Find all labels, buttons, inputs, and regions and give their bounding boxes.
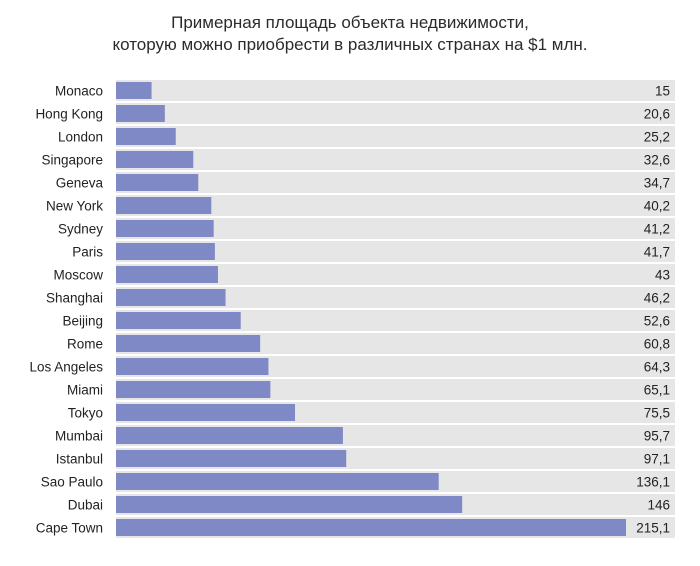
bar (116, 496, 463, 513)
category-label: Hong Kong (35, 107, 103, 122)
value-label: 34,7 (644, 176, 670, 191)
bar (116, 381, 271, 398)
row-band (116, 126, 675, 147)
category-label: Los Angeles (29, 360, 103, 375)
value-label: 136,1 (636, 475, 670, 490)
category-label: Sao Paulo (41, 475, 103, 490)
row-band (116, 264, 675, 285)
category-label: Paris (72, 245, 103, 260)
value-label: 97,1 (644, 452, 670, 467)
value-label: 52,6 (644, 314, 670, 329)
value-label: 64,3 (644, 360, 670, 375)
value-label: 15 (655, 84, 670, 99)
row-band (116, 218, 675, 239)
value-label: 43 (655, 268, 670, 283)
category-label: Singapore (41, 153, 103, 168)
category-label: Monaco (55, 84, 103, 99)
value-label: 146 (647, 498, 670, 513)
category-label: Miami (67, 383, 103, 398)
row-bands (116, 80, 675, 538)
category-label: Moscow (53, 268, 103, 283)
value-label: 41,7 (644, 245, 670, 260)
row-band (116, 80, 675, 101)
row-band (116, 172, 675, 193)
bar (116, 427, 343, 444)
bar (116, 128, 176, 145)
value-label: 46,2 (644, 291, 670, 306)
bar (116, 243, 215, 260)
chart-title-block: Примерная площадь объекта недвижимости, … (0, 12, 700, 56)
bar (116, 473, 439, 490)
bar (116, 312, 241, 329)
row-band (116, 287, 675, 308)
value-label: 75,5 (644, 406, 670, 421)
bar (116, 266, 218, 283)
category-label: New York (46, 199, 103, 214)
bar (116, 450, 347, 467)
bar (116, 220, 214, 237)
bar (116, 335, 261, 352)
category-label: Tokyo (68, 406, 103, 421)
row-band (116, 195, 675, 216)
value-label: 65,1 (644, 383, 670, 398)
bar (116, 197, 212, 214)
category-label: Geneva (56, 176, 104, 191)
value-labels: 15 20,6 25,2 32,6 34,7 40,2 41,2 41,7 43 46,2 52,6… (636, 84, 670, 536)
bars (116, 82, 626, 536)
category-label: Cape Town (36, 521, 103, 536)
category-label: Shanghai (46, 291, 103, 306)
category-label: Sydney (58, 222, 103, 237)
value-label: 40,2 (644, 199, 670, 214)
category-labels: Monaco Hong Kong London Singapore Geneva New … (29, 84, 103, 536)
category-label: Beijing (62, 314, 103, 329)
value-label: 95,7 (644, 429, 670, 444)
value-label: 60,8 (644, 337, 670, 352)
bar (116, 404, 296, 421)
value-label: 25,2 (644, 130, 670, 145)
bar (116, 358, 269, 375)
bar (116, 105, 165, 122)
bar (116, 289, 226, 306)
value-label: 41,2 (644, 222, 670, 237)
row-band (116, 149, 675, 170)
bar (116, 519, 626, 536)
bar (116, 174, 199, 191)
value-label: 32,6 (644, 153, 670, 168)
row-band (116, 310, 675, 331)
chart-subtitle: которую можно приобрести в различных стр… (112, 35, 588, 54)
bar (116, 151, 194, 168)
row-band (116, 241, 675, 262)
category-label: Istanbul (56, 452, 103, 467)
chart-title: Примерная площадь объекта недвижимости, (171, 13, 529, 32)
category-label: Dubai (68, 498, 103, 513)
value-label: 215,1 (636, 521, 670, 536)
category-label: Rome (67, 337, 103, 352)
value-label: 20,6 (644, 107, 670, 122)
category-label: Mumbai (55, 429, 103, 444)
bar (116, 82, 152, 99)
category-label: London (58, 130, 103, 145)
row-band (116, 103, 675, 124)
